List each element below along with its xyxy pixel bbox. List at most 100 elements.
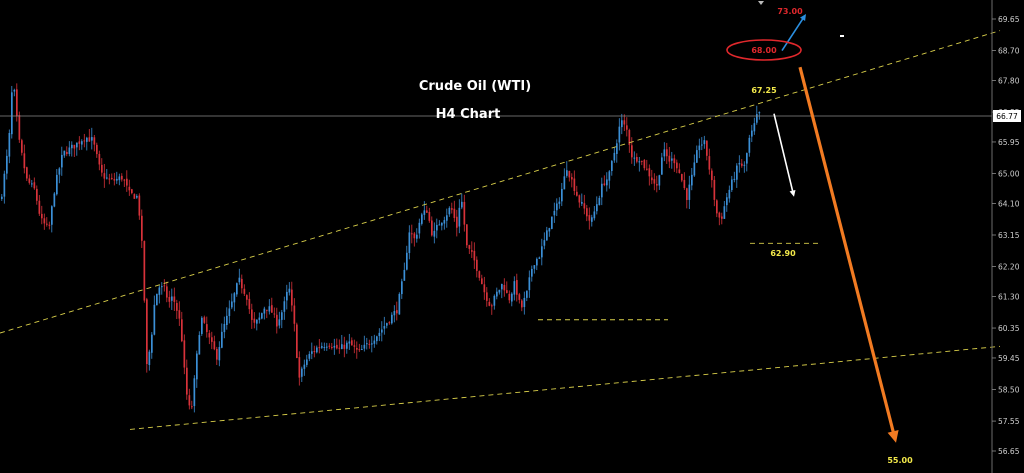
candle-body [303, 364, 306, 369]
candle-body [613, 152, 616, 161]
current-price-label: 66.77 [996, 112, 1018, 121]
candle-body [213, 341, 216, 350]
candle-body [233, 293, 236, 303]
candle-body [143, 241, 146, 301]
candle-body [663, 149, 666, 157]
lower-trendline [129, 345, 1001, 430]
candle-body [76, 142, 78, 148]
candle-body [321, 346, 323, 348]
candle-body [646, 168, 648, 170]
candle-body [746, 153, 748, 164]
candle-body [78, 141, 81, 144]
candle-body [518, 294, 521, 300]
candle-body [26, 167, 28, 179]
y-tick-label: 64.10 [998, 199, 1020, 208]
candle-body [218, 347, 221, 361]
candle-body [48, 224, 51, 226]
candle-body [628, 130, 631, 145]
candle-body [453, 208, 456, 219]
candle-body [736, 165, 738, 180]
candle-body [456, 216, 458, 228]
candle-body [446, 215, 448, 221]
candle-body [173, 296, 176, 302]
y-tick-label: 60.35 [998, 324, 1020, 333]
candle-body [688, 184, 691, 200]
candle-body [723, 206, 726, 219]
candle-body [586, 208, 588, 217]
candle-body [256, 319, 258, 324]
candle-body [583, 203, 586, 209]
candle-body [488, 301, 491, 306]
candle-body [756, 114, 758, 123]
candle-body [678, 169, 681, 174]
y-tick-label: 65.95 [998, 138, 1020, 147]
candle-body [548, 228, 551, 232]
candle-body [371, 343, 373, 345]
candle-body [33, 182, 36, 189]
candle-body [381, 329, 383, 333]
candle-body [483, 284, 486, 293]
candle-body [336, 344, 338, 349]
y-tick-label: 68.70 [998, 47, 1020, 56]
candle-body [616, 143, 618, 154]
candle-body [711, 170, 713, 181]
candle-body [338, 347, 341, 349]
candle-body [496, 291, 498, 297]
candle-body [561, 188, 563, 202]
candle-body [508, 293, 511, 301]
candle-body [386, 323, 388, 326]
candle-body [471, 250, 473, 252]
candle-body [738, 162, 741, 165]
candle-body [608, 171, 611, 181]
candle-body [176, 303, 178, 311]
candle-body [578, 195, 581, 203]
candle-body [348, 341, 351, 344]
label-62-90: 62.90 [770, 249, 796, 258]
candle-body [318, 347, 321, 349]
candle-body [238, 277, 241, 283]
candle-body [593, 211, 596, 219]
candle-body [751, 130, 753, 137]
arrow-up-73-shaft [781, 17, 804, 52]
candle-body [188, 395, 191, 406]
candle-body [673, 158, 676, 164]
y-tick-label: 65.00 [998, 170, 1020, 179]
candle-body [538, 257, 541, 259]
candle-body [268, 306, 271, 312]
arrow-long-down-55-shaft [798, 66, 896, 435]
candle-body [441, 222, 443, 226]
candle-body [356, 347, 358, 350]
candle-body [491, 305, 493, 307]
candles-group [1, 83, 761, 413]
candle-body [308, 353, 311, 359]
candle-body [731, 179, 733, 191]
candle-body [718, 212, 721, 218]
candle-body [473, 250, 476, 261]
candle-body [363, 344, 366, 349]
candle-body [546, 230, 548, 241]
candle-body [696, 150, 698, 163]
candle-body [551, 216, 553, 229]
candle-body [716, 200, 718, 214]
candle-body [501, 283, 503, 290]
candle-body [431, 220, 433, 236]
candle-body [136, 196, 138, 198]
candle-body [56, 174, 58, 195]
candle-body [298, 357, 301, 378]
candle-body [683, 179, 686, 188]
candle-body [168, 296, 171, 302]
candle-body [236, 283, 238, 295]
price-axis: 69.6568.7067.8066.8565.9565.0064.1063.15… [992, 15, 1020, 456]
candle-body [358, 349, 361, 351]
candle-body [3, 173, 6, 197]
candle-body [178, 310, 181, 319]
candle-body [21, 140, 23, 153]
candle-body [328, 345, 331, 347]
candle-body [66, 152, 68, 155]
candle-body [443, 220, 446, 224]
candle-body [656, 184, 658, 186]
candle-body [83, 140, 86, 142]
candle-body [576, 191, 578, 196]
candle-body [278, 319, 281, 326]
candle-body [391, 314, 393, 324]
